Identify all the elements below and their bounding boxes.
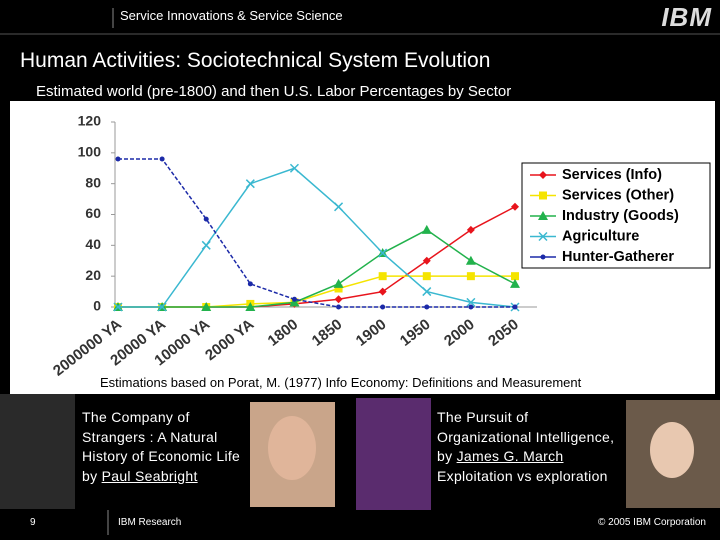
marker bbox=[466, 225, 475, 234]
marker bbox=[422, 287, 432, 297]
y-tick-label: 80 bbox=[85, 174, 101, 190]
marker bbox=[466, 297, 476, 307]
chart-note: Estimations based on Porat, M. (1977) In… bbox=[100, 375, 582, 390]
slide-subtitle: Estimated world (pre-1800) and then U.S.… bbox=[36, 83, 512, 100]
marker bbox=[115, 156, 121, 162]
book-author[interactable]: Paul Seabright bbox=[101, 467, 198, 484]
marker bbox=[245, 302, 256, 311]
book-author-line: by Paul Seabright bbox=[82, 467, 247, 487]
marker bbox=[334, 295, 343, 304]
marker bbox=[289, 163, 299, 173]
legend-label: Hunter-Gatherer bbox=[562, 249, 674, 265]
book-by: by bbox=[437, 448, 453, 464]
marker bbox=[378, 248, 388, 258]
marker bbox=[465, 255, 476, 265]
marker bbox=[378, 287, 387, 296]
legend-label: Agriculture bbox=[562, 228, 639, 244]
marker bbox=[334, 202, 344, 212]
y-tick-label: 120 bbox=[78, 113, 102, 129]
legend-label: Services (Info) bbox=[562, 167, 662, 183]
marker bbox=[540, 254, 546, 260]
marker bbox=[245, 179, 255, 189]
series-line bbox=[118, 229, 516, 308]
marker bbox=[466, 272, 475, 281]
series-line bbox=[118, 167, 516, 308]
book-note: Exploitation vs exploration bbox=[437, 467, 608, 484]
book-title: The Company of Strangers : A Natural His… bbox=[82, 409, 241, 464]
book-author-line: by James G. March bbox=[437, 447, 627, 467]
y-tick-label: 0 bbox=[93, 298, 101, 314]
marker bbox=[333, 278, 344, 288]
marker bbox=[378, 272, 387, 281]
marker bbox=[422, 272, 431, 281]
book-title: The Pursuit of Organizational Intelligen… bbox=[437, 409, 615, 445]
page-number: 9 bbox=[30, 517, 36, 528]
marker bbox=[201, 240, 211, 250]
series-line bbox=[118, 158, 515, 308]
book-author[interactable]: James G. March bbox=[456, 448, 564, 464]
marker bbox=[113, 302, 123, 312]
marker bbox=[421, 224, 432, 234]
marker bbox=[539, 171, 547, 179]
marker bbox=[203, 216, 209, 222]
marker bbox=[157, 302, 167, 312]
marker bbox=[291, 296, 297, 302]
book-text: The Pursuit of Organizational Intelligen… bbox=[437, 408, 627, 486]
marker bbox=[201, 302, 212, 311]
legend-label: Services (Other) bbox=[562, 187, 674, 203]
marker bbox=[512, 304, 518, 310]
marker bbox=[247, 281, 253, 287]
marker bbox=[380, 304, 386, 310]
marker bbox=[511, 272, 519, 281]
y-tick-label: 20 bbox=[85, 267, 101, 283]
logo: IBM bbox=[661, 2, 712, 32]
marker bbox=[336, 304, 342, 310]
book-cover bbox=[0, 394, 75, 509]
y-tick-label: 40 bbox=[85, 236, 101, 252]
marker bbox=[334, 284, 343, 293]
marker bbox=[159, 156, 165, 162]
marker bbox=[468, 304, 474, 310]
slide-title: Human Activities: Sociotechnical System … bbox=[20, 49, 491, 72]
marker bbox=[289, 297, 300, 307]
author-face bbox=[268, 416, 316, 480]
book-text: The Company of Strangers : A Natural His… bbox=[82, 408, 247, 486]
footer-left: IBM Research bbox=[118, 517, 182, 528]
marker bbox=[538, 211, 548, 220]
legend-label: Industry (Goods) bbox=[562, 208, 679, 224]
marker bbox=[538, 231, 548, 242]
author-face bbox=[650, 422, 694, 478]
marker bbox=[511, 202, 519, 211]
marker bbox=[539, 191, 547, 200]
book-by: by bbox=[82, 467, 98, 484]
book-cover bbox=[356, 398, 431, 510]
marker bbox=[424, 304, 430, 310]
marker bbox=[422, 256, 431, 265]
marker bbox=[510, 278, 520, 288]
footer-right: © 2005 IBM Corporation bbox=[598, 517, 706, 528]
y-tick-label: 60 bbox=[85, 205, 101, 221]
y-tick-label: 100 bbox=[78, 144, 102, 160]
header: Service Innovations & Service Science bbox=[120, 8, 343, 23]
